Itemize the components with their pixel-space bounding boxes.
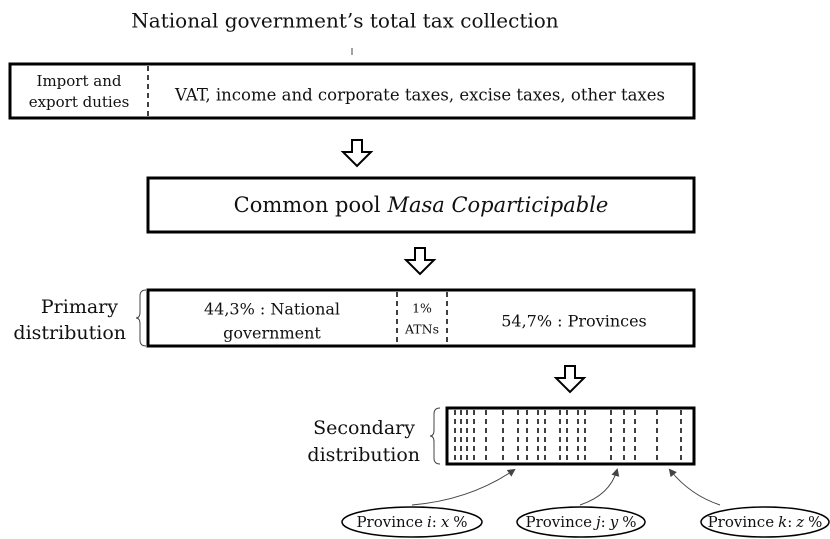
province-part: j xyxy=(593,513,601,531)
province-part: : xyxy=(601,513,606,531)
pool-name: Masa Coparticipable xyxy=(386,193,608,217)
arrow xyxy=(340,139,374,168)
primary-label: distribution xyxy=(13,322,126,344)
secondary-label: distribution xyxy=(307,444,420,466)
duties: Import and xyxy=(37,72,122,90)
primary-label: Primary xyxy=(41,296,118,318)
arrow xyxy=(553,365,587,394)
province-part: x xyxy=(441,513,450,531)
atn-share: 1% xyxy=(412,301,432,316)
pool-box xyxy=(146,176,696,234)
arrow xyxy=(403,247,437,276)
brace xyxy=(429,407,441,465)
province-label: Province k: z% xyxy=(708,513,823,531)
national-share: 44,3% : National xyxy=(204,300,340,319)
province-part: % xyxy=(808,513,822,531)
province-part: % xyxy=(622,513,636,531)
pool-label: Common pool Masa Coparticipable xyxy=(234,193,609,217)
province-part: Province xyxy=(708,513,775,531)
province-part: : xyxy=(432,513,437,531)
province-part: % xyxy=(453,513,467,531)
province-ellipse xyxy=(516,506,646,538)
province-ellipse xyxy=(700,506,830,538)
province-part: y xyxy=(609,513,619,531)
province-part: Province xyxy=(526,513,593,531)
atn-share: ATNs xyxy=(404,322,439,337)
primary-box xyxy=(146,288,696,348)
pointer xyxy=(668,468,721,506)
national-share: government xyxy=(223,324,321,343)
other-taxes: VAT, income and corporate taxes, excise … xyxy=(174,86,665,105)
title: National government’s total tax collecti… xyxy=(131,9,559,33)
province-part: : xyxy=(787,513,792,531)
province-part: Province xyxy=(356,513,423,531)
duties: export duties xyxy=(29,93,130,111)
pointer xyxy=(411,468,516,506)
province-ellipse xyxy=(341,506,483,538)
province-part: i xyxy=(427,513,432,531)
province-part: k xyxy=(778,513,787,531)
brace xyxy=(135,289,147,347)
province-label: Province j: y% xyxy=(526,513,637,531)
province-label: Province i: x% xyxy=(356,513,467,531)
province-labels: Province i: x% Province j: y% Province k: z% xyxy=(341,506,830,538)
provinces-share: 54,7% : Provinces xyxy=(501,312,647,331)
province-part: z xyxy=(795,513,804,531)
secondary-label: Secondary xyxy=(313,417,415,439)
tax-box xyxy=(8,62,696,120)
pool-text: Common pool xyxy=(234,193,381,217)
secondary-box xyxy=(445,406,696,466)
pointer xyxy=(579,468,620,506)
